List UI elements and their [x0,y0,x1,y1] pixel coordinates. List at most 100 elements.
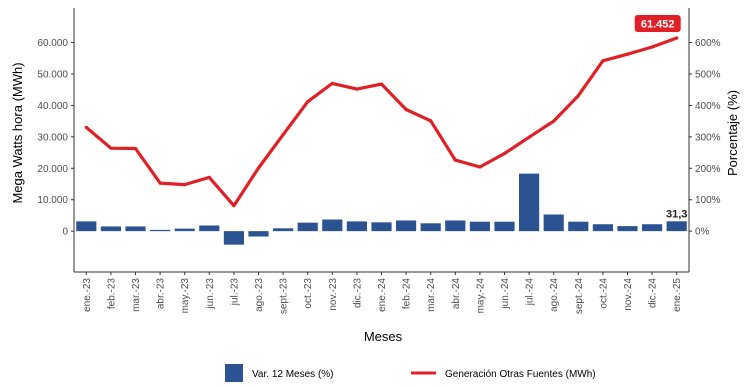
x-tick-label: feb.-24 [402,278,413,310]
x-tick-label: nov.-24 [623,278,634,311]
line-point-feb.-23 [109,146,113,150]
y-left-tick-label: 20.000 [37,164,68,175]
bar-abr.-23 [150,229,171,232]
y-left-tick-label: 10.000 [37,195,68,206]
bar-mar.-24 [420,223,441,232]
line-point-jul.-23 [232,204,236,208]
bar-dic.-23 [346,221,367,232]
x-tick-label: dic.-23 [352,278,363,308]
x-tick-label: jun.-24 [500,278,511,310]
line-point-abr.-23 [158,181,162,185]
bar-feb.-24 [396,220,417,232]
bar-sept.-23 [273,228,294,232]
line-point-oct.-23 [306,100,310,104]
bar-dic.-24 [642,224,663,232]
bar-abr.-24 [445,220,466,232]
x-tick-label: mar.-23 [131,278,142,312]
bar-sept.-24 [568,221,589,232]
line-point-ene.-24 [379,82,384,86]
y-left-tick-label: 40.000 [37,101,68,112]
y-right-tick-label: 0% [695,227,710,238]
line-point-jun.-24 [502,151,507,156]
line-point-may.-23 [183,183,187,187]
line-point-oct.-24 [601,59,605,63]
annotations: 61.452 31,3 [634,15,687,220]
x-tick-label: jun.-23 [205,278,216,310]
x-tick-label: ene.-24 [377,278,388,312]
line-point-nov.-23 [330,81,334,86]
x-tick-label: feb.-23 [106,278,117,310]
line-point-mar.-23 [133,146,138,151]
bar-ene.-23 [76,221,97,232]
x-tick-label: may.-24 [475,278,486,314]
y-axis-right-title: Porcentaje (%) [725,90,740,176]
x-tick-label: jul.-23 [229,278,240,307]
y-right-tick-label: 500% [695,70,721,81]
y-right-tick-label: 200% [695,164,721,175]
legend-line-label: Generación Otras Fuentes (MWh) [445,369,596,380]
line-point-sept.-23 [281,133,285,137]
legend-bar-label: Var. 12 Meses (%) [252,369,334,380]
bar-may.-23 [174,228,195,232]
x-tick-label: sept.-24 [574,278,585,315]
y-axis-left-title: Mega Watts hora (MWh) [10,62,25,203]
x-axis-title: Meses [364,329,403,344]
bar-oct.-24 [592,224,613,232]
x-tick-label: oct.-24 [598,278,609,309]
x-tick-label: dic.-24 [648,278,659,308]
legend-bar-swatch [225,364,243,382]
line-point-ago.-24 [552,119,556,123]
line-point-ene.-25 [675,36,679,40]
bar-series [76,173,687,245]
line-point-ago.-23 [256,166,261,170]
line-point-ene.-23 [84,125,88,130]
line-value-badge [634,15,681,33]
line-value-label: 61.452 [641,19,675,31]
x-tick-label: may.-23 [180,278,191,314]
axes: 0 10.000 20.000 30.000 40.000 50.000 60.000 0% 1… [37,8,721,315]
bar-may.-24 [469,221,490,232]
y-left-tick-label: 30.000 [37,132,68,143]
legend: Var. 12 Meses (%) Generación Otras Fuent… [225,364,596,382]
y-right-tick-label: 400% [695,101,721,112]
bar-ene.-25 [666,221,687,232]
x-tick-label: sept.-23 [279,278,290,315]
line-point-nov.-24 [625,52,630,56]
bar-jun.-24 [494,221,515,232]
bar-nov.-24 [617,226,638,232]
line-point-jul.-24 [527,135,531,139]
line-point-feb.-24 [404,107,408,112]
line-point-sept.-24 [576,94,580,98]
y-left-tick-label: 0 [62,227,68,238]
x-tick-label: ago.-24 [549,278,560,312]
y-right-tick-label: 300% [695,132,721,143]
x-tick-label: jul.-24 [525,278,536,307]
bar-ago.-23 [248,231,269,237]
y-left-tick-label: 60.000 [37,38,68,49]
bar-mar.-23 [125,226,146,232]
line-series-layer [84,36,679,208]
x-tick-label: ene.-23 [82,278,93,312]
bar-nov.-23 [322,219,343,232]
line-point-jun.-23 [207,175,211,179]
bar-jul.-23 [223,231,244,245]
x-tick-label: ene.-25 [672,278,683,312]
bar-jul.-24 [519,173,540,232]
bar-oct.-23 [297,222,318,232]
x-tick-label: oct.-23 [303,278,314,309]
line-point-abr.-24 [453,158,457,162]
line-generacion [84,36,679,208]
bar-ago.-24 [543,214,564,232]
y-right-tick-label: 600% [695,38,721,49]
bar-feb.-23 [100,226,121,232]
line-point-dic.-23 [355,87,359,91]
line-point-may.-24 [478,165,482,169]
line-point-dic.-24 [650,45,654,49]
bar-jun.-23 [199,225,220,232]
x-tick-label: mar.-24 [426,278,437,312]
y-left-tick-label: 50.000 [37,70,68,81]
y-right-tick-label: 100% [695,195,721,206]
x-tick-label: nov.-23 [328,278,339,311]
